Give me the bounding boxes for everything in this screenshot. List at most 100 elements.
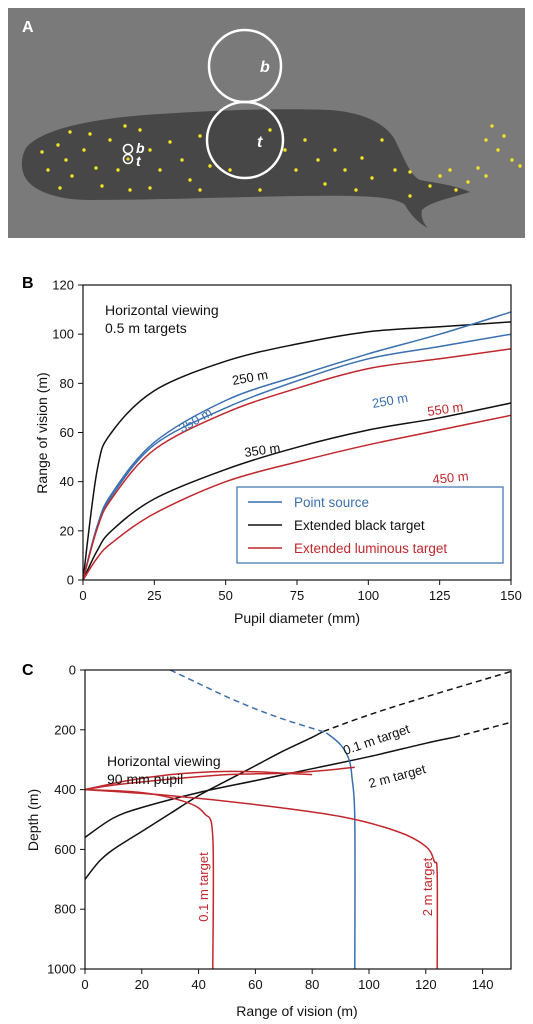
luminous-dot [148,148,152,152]
label-red-550: 550 m [426,399,464,419]
whale-illustration: b t b t A [8,8,525,238]
label-black-250: 250 m [231,367,269,388]
small-target-dot [126,157,130,161]
chart-b-xtick-label: 50 [218,588,232,603]
luminous-dot [128,188,132,192]
label-red-0.1m: 0.1 m target [196,852,211,922]
chart-c-xtick-label: 40 [191,977,205,992]
chart-c-series-line [84,766,355,791]
label-red-450: 450 m [432,468,470,487]
chart-b-ytick-label: 20 [60,523,74,538]
luminous-dot [510,158,514,162]
chart-c: C 0 20 40 60 80 100 120 140 0 200 400 600 800 1000 Ho… [22,662,512,1019]
luminous-dot [428,184,432,188]
chart-b-ytick-label: 120 [52,278,74,293]
chart-c-frame [84,669,512,970]
chart-c-ytick-label: 0 [69,663,76,678]
luminous-dot [138,128,142,132]
panel-b-label: B [22,275,34,292]
legend-black-target: Extended black target [294,518,425,533]
chart-b-xtick-label: 125 [429,588,451,603]
target-circle [205,100,285,180]
luminous-dot [343,168,347,172]
chart-c-series-line [84,736,455,839]
chart-c-ytick-label: 200 [54,722,76,737]
luminous-dot [168,140,172,144]
luminous-dot [88,132,92,136]
chart-c-ytick-label: 800 [54,902,76,917]
luminous-dot [228,168,232,172]
label-t-small: t [136,153,142,169]
panel-b: B 0 25 50 75 100 125 150 0 20 40 60 80 100 120 Horizo… [0,270,533,650]
chart-b-ytick-label: 60 [60,425,74,440]
chart-b-series-line [82,414,512,581]
legend-point-source: Point source [294,495,369,510]
chart-b-ytick-label: 100 [52,327,74,342]
label-b-large: b [260,59,270,76]
luminous-dot [100,184,104,188]
luminous-dot [476,166,480,170]
chart-c-series-line [84,788,439,970]
whale-silhouette [21,109,470,228]
luminous-dot [466,180,470,184]
chart-c-ytick-label: 400 [54,782,76,797]
luminous-dot [316,158,320,162]
luminous-dot [56,143,60,147]
chart-c-series-line [169,669,327,734]
luminous-dot [68,130,72,134]
chart-b-series-line [82,348,512,581]
luminous-dot [116,168,120,172]
luminous-dot [454,188,458,192]
luminous-dot [448,168,452,172]
chart-c-series-line [454,721,512,739]
panel-a-label: A [22,19,34,36]
luminous-dot [198,188,202,192]
label-t-large: t [257,134,263,151]
luminous-dot [303,138,307,142]
chart-b-xtick-label: 100 [357,588,379,603]
luminous-dot [354,188,358,192]
luminous-dot [70,174,74,178]
bioluminescent-dots [40,124,522,198]
chart-b-series-line [82,333,512,581]
chart-c-xtick-label: 0 [81,977,88,992]
luminous-dot [496,148,500,152]
chart-b-frame [82,284,512,581]
chart-b-series-line [82,402,512,581]
panel-c-label: C [22,662,34,679]
chart-b-note-line2: 0.5 m targets [105,320,187,336]
chart-c-series-line [323,670,512,733]
chart-c-xtick-label: 60 [248,977,262,992]
luminous-dot [94,166,98,170]
panel-a: b t b t A [0,0,533,245]
chart-b-ylabel: Range of vision (m) [34,372,50,493]
luminous-dot [502,134,506,138]
chart-c-note-line2: 90 mm pupil [107,771,183,787]
chart-b-xtick-label: 25 [147,588,161,603]
luminous-dot [158,168,162,172]
luminous-dot [58,186,62,190]
chart-b-series-line [82,321,512,581]
chart-c-xtick-label: 140 [472,977,494,992]
luminous-dot [46,168,50,172]
label-black-2m: 2 m target [367,761,428,791]
luminous-dot [268,128,272,132]
chart-c-note-line1: Horizontal viewing [107,753,221,769]
chart-c-series-line [84,730,324,880]
chart-c-ytick-label: 600 [54,842,76,857]
label-red-2m: 2 m target [420,857,435,916]
chart-b-ytick-label: 0 [67,573,74,588]
luminous-dot [360,156,364,160]
luminous-dot [518,164,522,168]
luminous-dot [408,170,412,174]
chart-c-xlabel: Range of vision (m) [236,1003,357,1019]
luminous-dot [64,158,68,162]
chart-b-xtick-label: 0 [79,588,86,603]
luminous-dot [370,176,374,180]
label-b-small: b [136,140,145,156]
luminous-dot [188,178,192,182]
luminous-dot [148,186,152,190]
chart-b-note-line1: Horizontal viewing [105,302,219,318]
chart-b-xtick-label: 75 [290,588,304,603]
luminous-dot [323,182,327,186]
